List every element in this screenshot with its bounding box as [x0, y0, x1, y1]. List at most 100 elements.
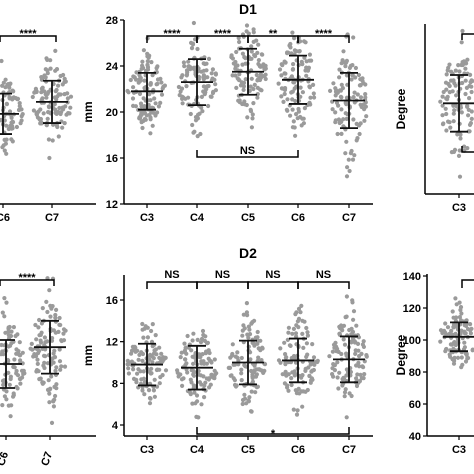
x-tick-label: C3 — [452, 444, 466, 456]
data-point — [204, 61, 209, 66]
data-point — [344, 373, 349, 378]
data-point — [304, 354, 309, 359]
data-point — [289, 90, 294, 95]
data-point — [448, 125, 453, 130]
data-point — [234, 85, 239, 90]
x-tick-label: C4 — [190, 444, 205, 456]
data-point — [236, 35, 241, 41]
data-point — [2, 296, 7, 301]
data-point — [283, 60, 288, 65]
data-point — [1, 382, 6, 387]
data-point — [468, 72, 473, 77]
data-point — [457, 315, 462, 320]
data-point — [246, 31, 251, 36]
group-C7: C7 — [30, 48, 74, 224]
data-point — [305, 333, 310, 338]
data-point — [195, 337, 200, 342]
data-point — [290, 97, 295, 102]
y-axis-label: mm — [81, 101, 95, 122]
data-point — [48, 314, 53, 319]
data-point — [311, 91, 316, 96]
significance-label: NS — [240, 145, 255, 157]
y-axis-label: mm — [81, 345, 95, 366]
data-point — [131, 74, 136, 79]
data-point — [443, 106, 448, 111]
significance-bracket: **** — [0, 28, 57, 42]
data-point — [311, 355, 317, 360]
data-point — [163, 368, 169, 373]
data-point — [250, 340, 255, 345]
data-point — [245, 313, 250, 318]
data-point — [458, 307, 463, 313]
data-point — [191, 130, 196, 135]
data-point — [134, 70, 139, 75]
data-point — [348, 151, 353, 156]
data-point — [353, 75, 358, 80]
data-point — [15, 332, 20, 337]
data-point — [200, 352, 205, 357]
data-point — [47, 387, 52, 392]
data-point — [138, 369, 143, 374]
data-point — [283, 71, 288, 76]
data-point — [312, 95, 317, 100]
data-point — [62, 364, 68, 369]
data-point — [290, 67, 295, 72]
data-point — [8, 81, 13, 86]
data-point — [286, 325, 291, 330]
data-point — [183, 357, 188, 362]
data-point — [346, 157, 351, 162]
data-point — [0, 58, 4, 64]
data-point — [341, 375, 346, 380]
data-point — [47, 105, 52, 110]
data-point — [44, 299, 49, 304]
data-point — [35, 361, 40, 366]
data-point — [141, 376, 146, 381]
data-point — [237, 100, 242, 105]
data-point — [47, 400, 52, 405]
data-point — [446, 119, 451, 124]
data-point — [152, 96, 157, 101]
data-point — [242, 363, 247, 368]
data-point — [34, 369, 39, 374]
data-point — [256, 42, 261, 47]
data-point — [50, 138, 55, 143]
data-point — [139, 120, 144, 125]
data-point — [362, 118, 367, 123]
data-point — [59, 364, 64, 369]
data-point — [466, 355, 471, 361]
data-point — [52, 95, 58, 100]
data-point — [199, 336, 205, 342]
data-point — [53, 393, 58, 399]
data-point — [443, 80, 449, 85]
data-point — [176, 84, 181, 90]
data-point — [248, 84, 253, 89]
data-point — [353, 351, 358, 356]
significance-label: * — [271, 428, 276, 440]
data-point — [157, 345, 162, 350]
data-point — [131, 348, 136, 353]
data-point — [344, 139, 349, 144]
data-point — [358, 102, 363, 107]
data-point — [180, 101, 185, 106]
data-point — [39, 121, 44, 126]
data-point — [349, 340, 354, 345]
data-point — [191, 20, 196, 26]
data-point — [451, 111, 456, 116]
data-point — [302, 39, 307, 44]
data-point — [300, 331, 305, 336]
data-point — [231, 376, 236, 381]
data-point — [343, 151, 348, 156]
data-point — [285, 108, 290, 113]
data-point — [304, 73, 309, 78]
data-point — [39, 86, 45, 91]
data-point — [196, 415, 201, 420]
data-point — [299, 375, 304, 380]
data-point — [296, 316, 302, 321]
data-point — [330, 107, 335, 112]
data-point — [147, 92, 152, 97]
data-point — [202, 395, 207, 400]
data-point — [53, 368, 58, 373]
data-point — [299, 59, 304, 64]
data-point — [364, 114, 369, 119]
data-point — [344, 294, 349, 299]
